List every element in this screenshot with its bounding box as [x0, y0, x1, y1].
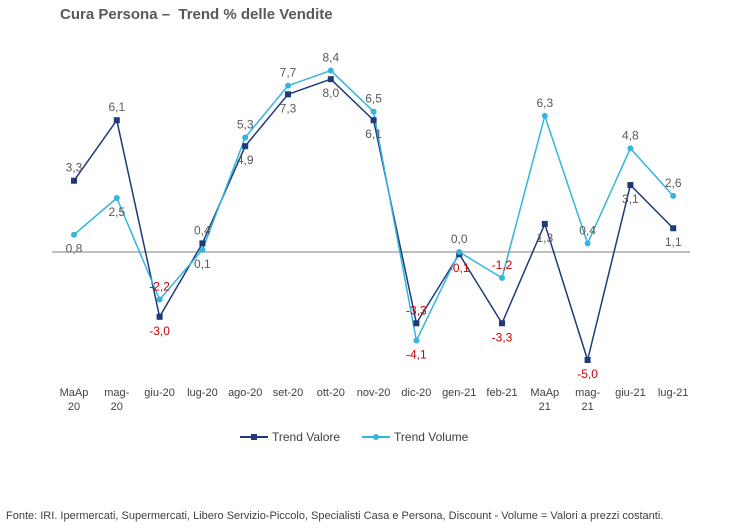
- data-label-volume: 5,3: [237, 118, 254, 132]
- x-tick-label: ott-20: [317, 387, 345, 399]
- point-volume: [456, 249, 463, 255]
- data-label-valore: 8,0: [322, 86, 339, 100]
- point-valore: [242, 143, 249, 150]
- data-label-valore: -0,1: [449, 261, 470, 275]
- legend-swatch-valore: [240, 432, 268, 442]
- data-label-volume: 2,5: [108, 205, 125, 219]
- point-volume: [627, 145, 634, 152]
- data-label-volume: 7,7: [280, 66, 297, 80]
- legend-label-volume: Trend Volume: [394, 430, 469, 444]
- data-label-volume: 0,1: [194, 257, 211, 271]
- data-label-valore: -3,0: [149, 324, 170, 338]
- data-label-volume: 2,6: [665, 176, 682, 190]
- point-valore: [327, 76, 334, 83]
- data-label-valore: 3,1: [622, 192, 639, 206]
- x-tick-label: ago-20: [228, 387, 262, 399]
- point-volume: [199, 246, 206, 253]
- point-volume: [499, 274, 505, 281]
- data-label-volume: -4,1: [406, 348, 427, 362]
- x-tick-label: giu-21: [615, 387, 646, 399]
- legend-item-valore: Trend Valore: [240, 430, 340, 444]
- point-valore: [113, 117, 120, 124]
- point-volume: [285, 82, 291, 89]
- data-label-volume: 0,4: [579, 223, 596, 237]
- data-label-volume: -2,2: [149, 280, 170, 294]
- legend-item-volume: Trend Volume: [362, 430, 468, 444]
- data-label-valore: -3,3: [492, 330, 513, 344]
- footnote: Fonte: IRI. Ipermercati, Supermercati, L…: [6, 510, 664, 522]
- data-label-volume: 4,8: [622, 128, 639, 142]
- x-tick-label: MaAp 20: [60, 387, 89, 413]
- data-label-valore: 6,1: [108, 100, 125, 114]
- point-valore: [499, 320, 505, 327]
- point-valore: [156, 313, 163, 320]
- legend: Trend Valore Trend Volume: [240, 430, 468, 444]
- x-tick-label: gen-21: [442, 387, 476, 399]
- point-valore: [627, 182, 634, 189]
- point-volume: [113, 195, 120, 201]
- point-volume: [370, 108, 377, 115]
- point-valore: [413, 320, 420, 327]
- x-tick-label: feb-21: [486, 387, 517, 399]
- data-label-valore: 6,1: [365, 127, 382, 141]
- data-label-valore: 3,3: [66, 161, 83, 175]
- point-valore: [199, 240, 206, 247]
- point-valore: [670, 225, 677, 232]
- point-volume: [541, 112, 548, 119]
- point-volume: [584, 240, 591, 247]
- point-valore: [541, 220, 548, 227]
- data-label-valore: 1,3: [536, 231, 553, 245]
- data-label-valore: 1,1: [665, 235, 682, 249]
- point-valore: [584, 357, 591, 363]
- x-tick-label: set-20: [273, 387, 304, 399]
- data-label-volume: 8,4: [322, 51, 339, 65]
- data-label-volume: 6,3: [536, 96, 553, 110]
- point-volume: [413, 337, 420, 344]
- x-tick-label: dic-20: [401, 387, 431, 399]
- data-label-volume: -1,2: [492, 258, 513, 272]
- point-valore: [285, 91, 291, 98]
- x-tick-label: giu-20: [144, 387, 175, 399]
- legend-label-valore: Trend Valore: [272, 430, 341, 444]
- chart-title: Cura Persona – Trend % delle Vendite: [60, 6, 333, 23]
- x-tick-label: MaAp 21: [530, 387, 559, 413]
- data-label-volume: 0,8: [66, 242, 83, 256]
- point-volume: [327, 67, 334, 74]
- data-label-valore: -5,0: [577, 367, 598, 381]
- point-volume: [670, 192, 677, 199]
- x-tick-label: mag-20: [104, 387, 129, 413]
- point-volume: [242, 134, 249, 141]
- data-label-valore: 4,9: [237, 153, 254, 167]
- point-valore: [370, 117, 377, 124]
- data-label-valore: 7,3: [280, 101, 297, 115]
- x-tick-label: mag-21: [575, 387, 600, 413]
- point-volume: [71, 231, 77, 238]
- data-label-volume: 0,0: [451, 232, 468, 246]
- x-tick-label: nov-20: [357, 387, 391, 399]
- legend-swatch-volume: [362, 432, 391, 442]
- line-chart: MaAp 20 mag-20 giu-20 lug-20 ago-20 set-20 ott-…: [52, 51, 690, 413]
- x-tick-label: lug-20: [187, 387, 218, 399]
- point-volume: [156, 296, 163, 303]
- point-valore: [71, 177, 77, 184]
- data-label-valore: 0,4: [194, 223, 211, 237]
- x-tick-label: lug-21: [658, 387, 689, 399]
- data-label-volume: 6,5: [365, 92, 382, 106]
- data-label-valore: -3,3: [406, 303, 427, 317]
